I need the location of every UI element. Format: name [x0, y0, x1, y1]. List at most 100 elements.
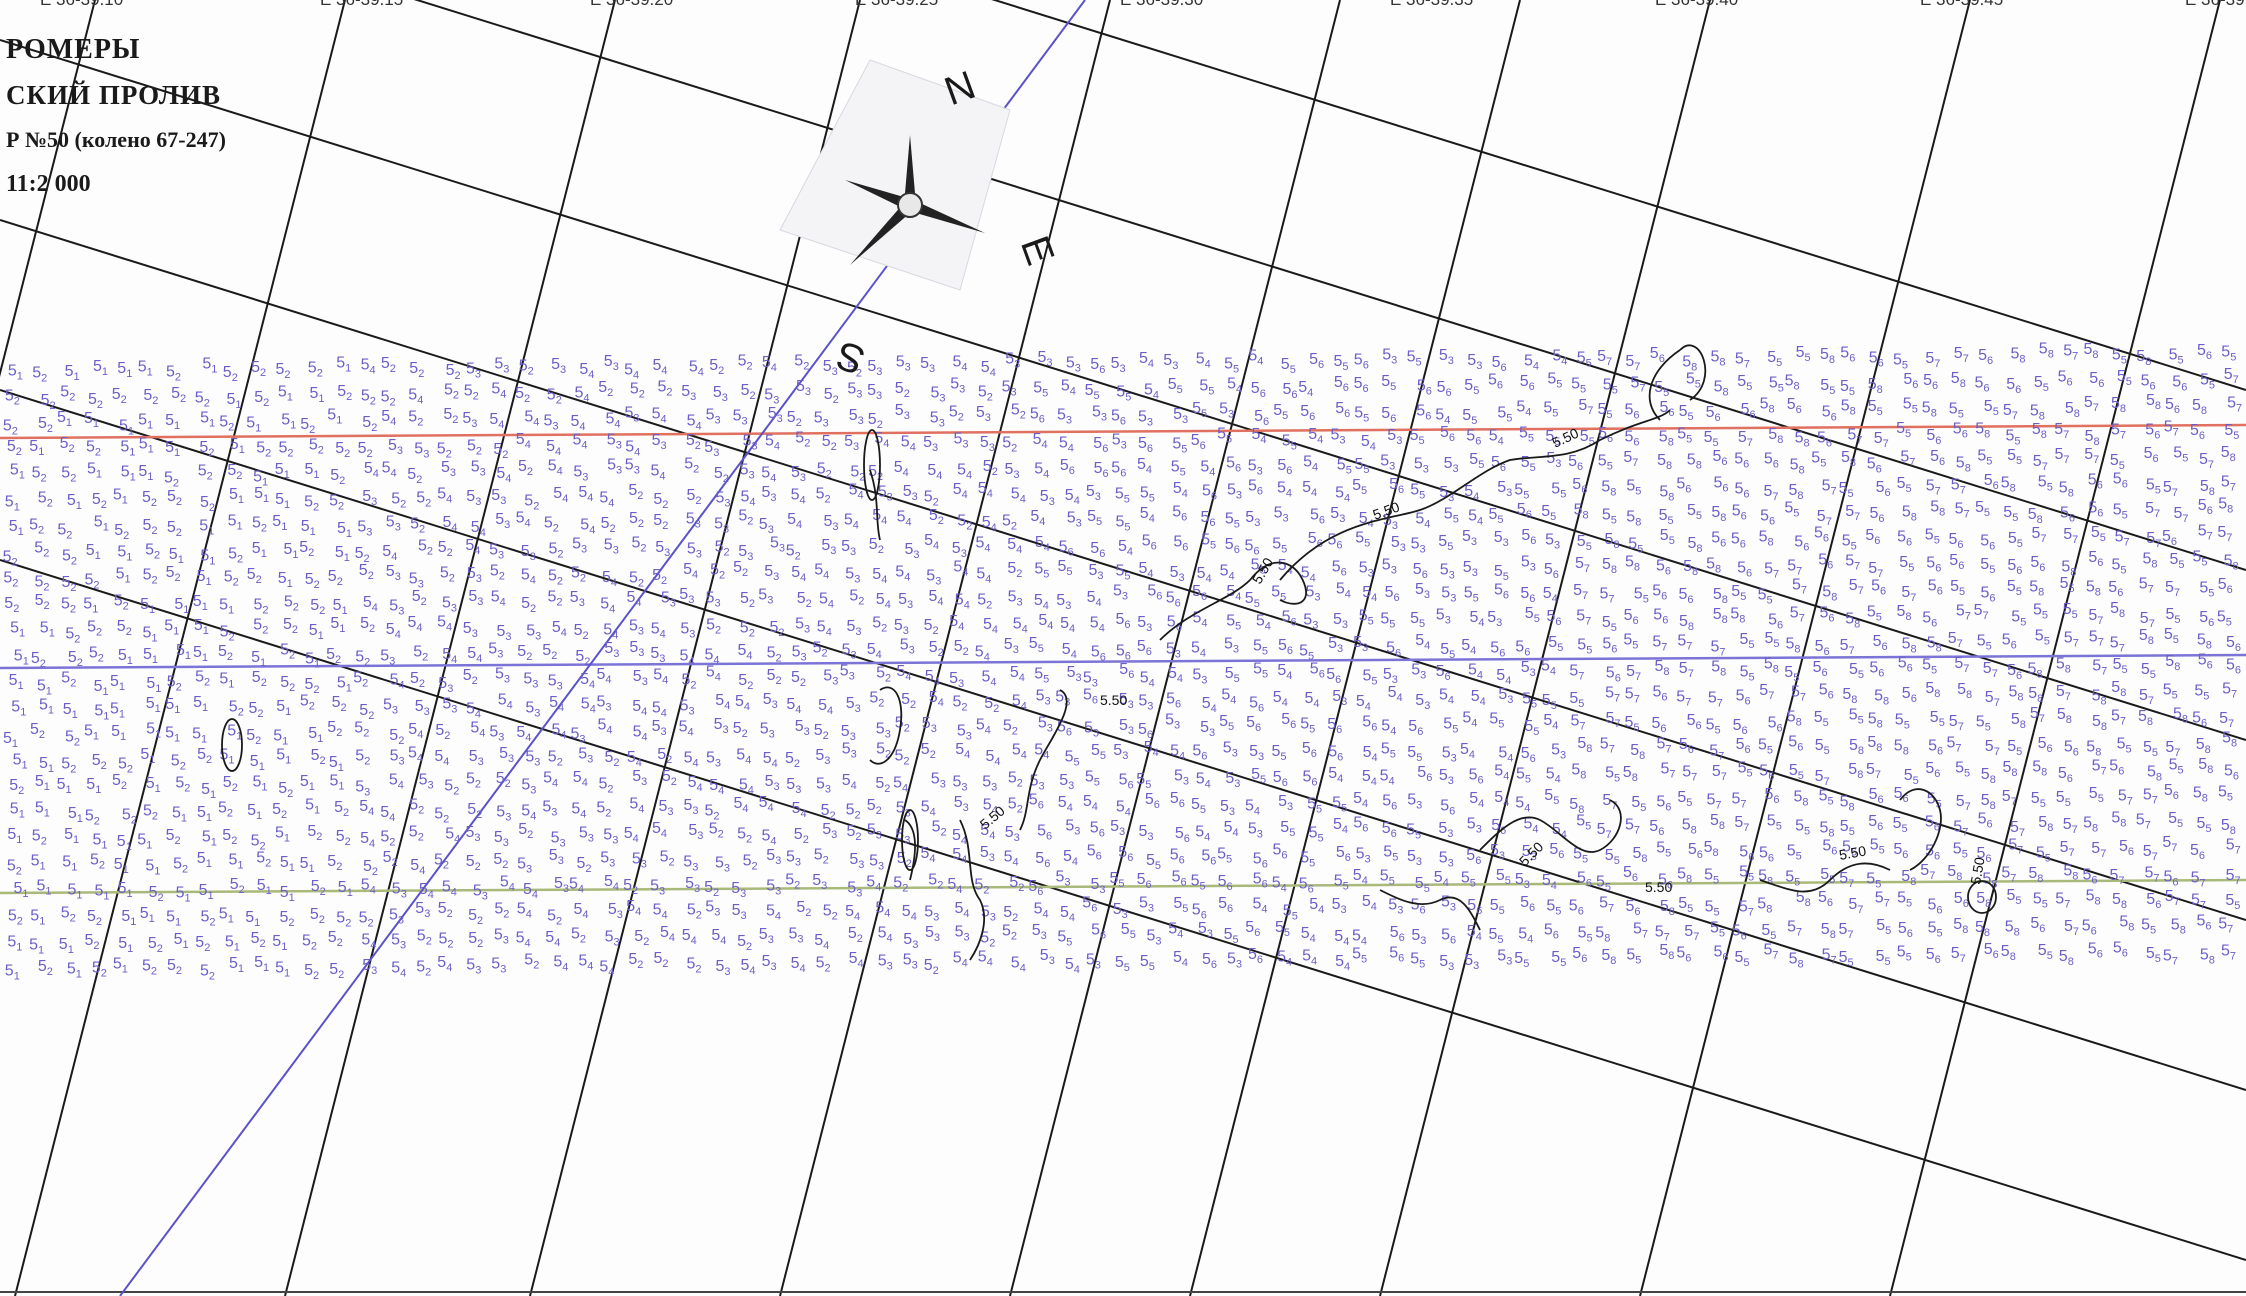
depth-sounding: 56 — [1517, 501, 1532, 521]
depth-sounding: 55 — [1406, 822, 1421, 842]
depth-sounding: 53 — [823, 668, 838, 688]
depth-sounding: 53 — [704, 439, 719, 459]
depth-sounding: 55 — [2034, 374, 2049, 394]
depth-sounding: 52 — [548, 589, 563, 609]
depth-sounding: 53 — [414, 440, 429, 460]
depth-sounding: 53 — [468, 588, 483, 608]
depth-sounding: 57 — [1839, 921, 1854, 941]
depth-sounding: 53 — [603, 826, 618, 846]
depth-sounding: 57 — [2224, 366, 2239, 386]
depth-sounding: 53 — [895, 402, 910, 422]
depth-sounding: 57 — [1901, 584, 1916, 604]
grid-line — [0, 219, 2246, 921]
depth-sounding: 56 — [1192, 743, 1207, 763]
depth-sounding: 57 — [1569, 662, 1584, 682]
depth-sounding: 54 — [549, 694, 564, 714]
depth-sounding: 54 — [1334, 928, 1349, 948]
depth-sounding: 55 — [1337, 456, 1352, 476]
depth-sounding: 52 — [329, 492, 344, 512]
depth-sounding: 56 — [1490, 639, 1505, 659]
depth-sounding: 54 — [953, 481, 968, 501]
depth-sounding: 55 — [1737, 373, 1752, 393]
depth-sounding: 56 — [1656, 793, 1671, 813]
grid-line — [991, 0, 2246, 391]
depth-sounding: 54 — [391, 959, 406, 979]
depth-sounding: 56 — [1277, 457, 1292, 477]
depth-sounding: 56 — [1544, 922, 1559, 942]
depth-sounding: 52 — [687, 956, 702, 976]
depth-sounding: 56 — [1326, 666, 1341, 686]
depth-sounding: 52 — [29, 516, 44, 536]
depth-sounding: 58 — [1976, 890, 1991, 910]
depth-sounding: 57 — [1790, 605, 1805, 625]
depth-sounding: 56 — [1083, 687, 1098, 707]
grid-line — [284, 0, 616, 1296]
depth-sounding: 54 — [386, 621, 401, 641]
depth-sounding: 58 — [1922, 400, 1937, 420]
depth-sounding: 55 — [1410, 950, 1425, 970]
depth-sounding: 53 — [1546, 450, 1561, 470]
depth-sounding: 52 — [929, 639, 944, 659]
depth-sounding: 56 — [1353, 815, 1368, 835]
depth-contour — [901, 809, 919, 871]
depth-sounding: 55 — [2170, 551, 2185, 571]
depth-sounding: 54 — [981, 359, 996, 379]
depth-sounding: 52 — [517, 643, 532, 663]
depth-sounding: 52 — [895, 380, 910, 400]
depth-sounding: 54 — [683, 561, 698, 581]
depth-sounding: 53 — [494, 927, 509, 947]
depth-sounding: 55 — [1815, 737, 1830, 757]
depth-sounding: 51 — [143, 646, 158, 666]
depth-sounding: 54 — [1200, 458, 1215, 478]
depth-sounding: 58 — [1820, 346, 1835, 366]
depth-sounding: 51 — [201, 781, 216, 801]
depth-sounding: 52 — [409, 824, 424, 844]
depth-sounding: 56 — [1441, 927, 1456, 947]
depth-sounding: 57 — [2191, 892, 2206, 912]
depth-sounding: 52 — [794, 353, 809, 373]
depth-sounding: 57 — [1764, 483, 1779, 503]
depth-sounding: 55 — [1034, 561, 1049, 581]
depth-sounding: 53 — [847, 381, 862, 401]
depth-sounding: 51 — [200, 410, 215, 430]
depth-sounding: 54 — [1362, 893, 1377, 913]
depth-sounding: 56 — [1815, 638, 1830, 658]
depth-sounding: 57 — [2001, 864, 2016, 884]
depth-sounding: 51 — [59, 936, 74, 956]
depth-sounding: 53 — [1248, 821, 1263, 841]
depth-sounding: 58 — [2143, 551, 2158, 571]
depth-sounding: 52 — [328, 929, 343, 949]
depth-sounding: 51 — [305, 797, 320, 817]
depth-sounding: 53 — [1440, 562, 1455, 582]
depth-sounding: 55 — [1334, 873, 1349, 893]
depth-sounding: 55 — [1116, 384, 1131, 404]
compass-rose: NES — [779, 59, 1062, 382]
depth-sounding: 52 — [195, 669, 210, 689]
depth-sounding: 55 — [1354, 404, 1369, 424]
depth-sounding: 56 — [1354, 375, 1369, 395]
depth-sounding: 58 — [1789, 951, 1804, 971]
depth-sounding: 52 — [9, 777, 24, 797]
depth-sounding: 56 — [1768, 714, 1783, 734]
depth-sounding: 53 — [1380, 452, 1395, 472]
depth-sounding: 54 — [382, 543, 397, 563]
depth-sounding: 54 — [953, 950, 968, 970]
depth-sounding: 53 — [525, 700, 540, 720]
depth-sounding: 51 — [219, 905, 234, 925]
depth-sounding: 57 — [1951, 476, 1966, 496]
depth-sounding: 54 — [1462, 710, 1477, 730]
depth-sounding: 56 — [1300, 403, 1315, 423]
depth-sounding: 54 — [921, 799, 936, 819]
depth-sounding: 54 — [624, 825, 639, 845]
depth-sounding: 58 — [2086, 579, 2101, 599]
depth-sounding: 56 — [1381, 405, 1396, 425]
depth-sounding: 56 — [1389, 945, 1404, 965]
depth-sounding: 52 — [175, 775, 190, 795]
depth-sounding: 51 — [37, 878, 52, 898]
depth-sounding: 53 — [625, 456, 640, 476]
depth-sounding: 56 — [1303, 769, 1318, 789]
depth-sounding: 52 — [601, 515, 616, 535]
depth-sounding: 56 — [1334, 374, 1349, 394]
depth-sounding: 52 — [416, 958, 431, 978]
depth-sounding: 52 — [3, 418, 18, 438]
